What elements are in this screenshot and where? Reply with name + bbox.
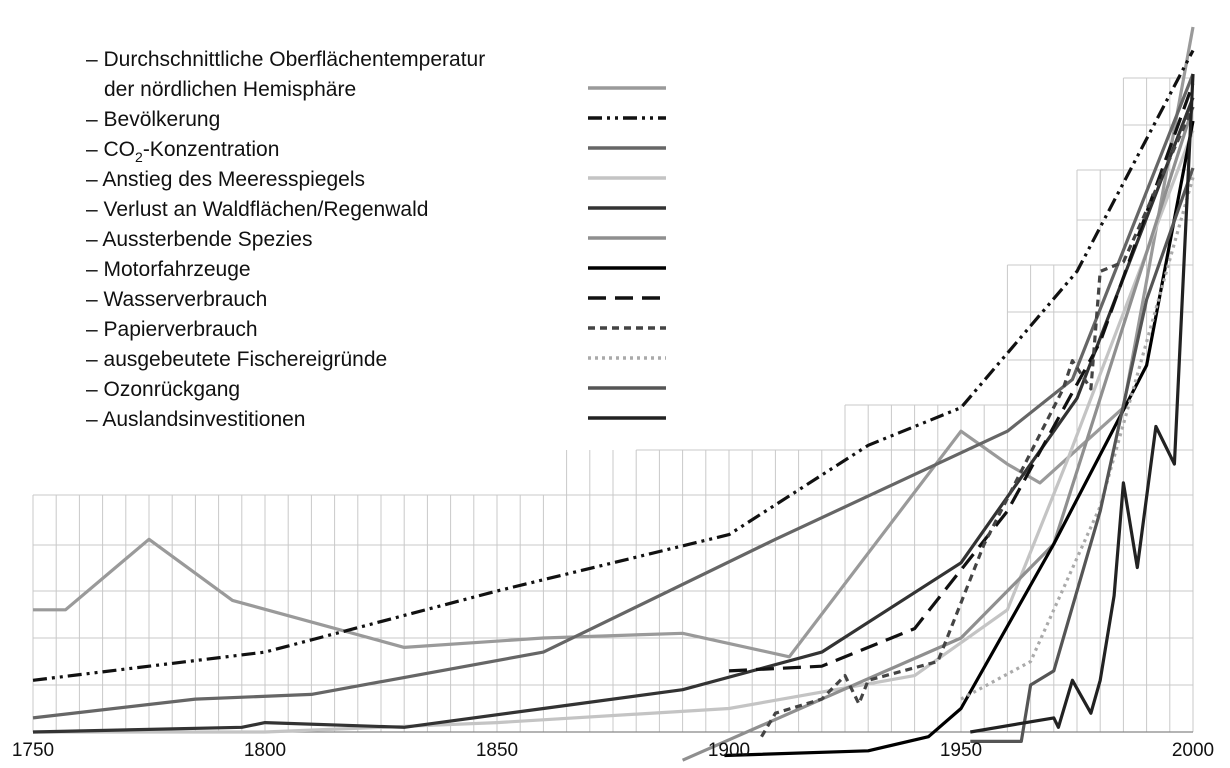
- legend-label: – Ozonrückgang: [86, 378, 240, 401]
- series-line-5: [32, 96, 1195, 734]
- series-line-8: [728, 82, 1195, 673]
- legend-label: – Verlust an Waldflächen/Regenwald: [86, 198, 428, 221]
- x-tick-label: 2000: [1172, 740, 1214, 761]
- x-axis: 1750 1800 1850 1900 1950 2000: [12, 740, 1214, 761]
- x-tick-label: 1800: [244, 740, 286, 761]
- x-tick-label: 1900: [708, 740, 750, 761]
- series-line-10: [960, 176, 1195, 701]
- legend-label: – Motorfahrzeuge: [86, 258, 251, 281]
- series-line-7: [724, 120, 1195, 758]
- legend-label: – Wasserverbrauch: [86, 288, 267, 311]
- grid: [32, 77, 1194, 733]
- series-line-3: [32, 73, 1195, 720]
- legend-label: – Bevölkerung: [86, 108, 220, 131]
- legend-label: – Durchschnittliche Oberflächentemperatu…: [86, 48, 485, 71]
- series-line-9: [760, 106, 1195, 738]
- series-line-4: [33, 129, 1195, 734]
- legend-label: – Papierverbrauch: [86, 318, 258, 341]
- legend-label: – ausgebeutete Fischereigründe: [86, 348, 387, 371]
- x-tick-label: 1850: [476, 740, 518, 761]
- legend-label: – Auslandsinvestitionen: [86, 408, 306, 431]
- x-tick-label: 1750: [12, 740, 54, 761]
- series-group: [32, 26, 1195, 762]
- legend-label: – CO2-Konzentration: [86, 138, 279, 165]
- series-line-12: [970, 73, 1195, 734]
- legend-label: – Anstieg des Meeresspiegels: [86, 168, 365, 191]
- legend-label: der nördlichen Hemisphäre: [104, 78, 356, 101]
- series-line-2: [32, 49, 1195, 682]
- legend-label: – Aussterbende Spezies: [86, 228, 313, 251]
- legend: – Durchschnittliche Oberflächentemperatu…: [86, 48, 666, 431]
- series-line-11: [970, 167, 1195, 743]
- x-tick-label: 1950: [940, 740, 982, 761]
- series-line-1: [33, 26, 1195, 659]
